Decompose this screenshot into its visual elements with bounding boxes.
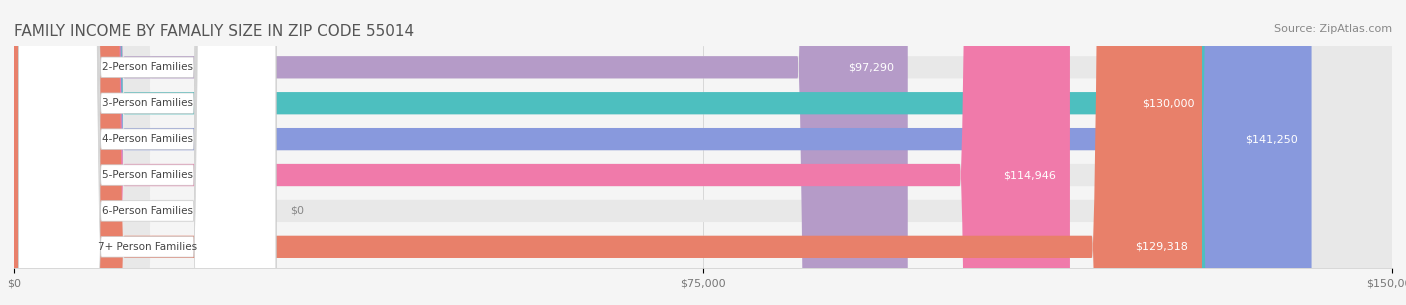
Text: $0: $0 [290,206,304,216]
Text: $130,000: $130,000 [1142,98,1195,108]
Text: 4-Person Families: 4-Person Families [101,134,193,144]
Text: $129,318: $129,318 [1135,242,1188,252]
Text: 5-Person Families: 5-Person Families [101,170,193,180]
FancyBboxPatch shape [14,0,1392,305]
FancyBboxPatch shape [18,0,276,305]
FancyBboxPatch shape [14,0,1392,305]
Text: 3-Person Families: 3-Person Families [101,98,193,108]
FancyBboxPatch shape [14,0,1202,305]
Text: $141,250: $141,250 [1246,134,1298,144]
FancyBboxPatch shape [14,0,1392,305]
Text: 6-Person Families: 6-Person Families [101,206,193,216]
FancyBboxPatch shape [14,0,1312,305]
Text: FAMILY INCOME BY FAMALIY SIZE IN ZIP CODE 55014: FAMILY INCOME BY FAMALIY SIZE IN ZIP COD… [14,24,415,39]
FancyBboxPatch shape [14,0,1392,305]
FancyBboxPatch shape [14,0,1208,305]
Text: 7+ Person Families: 7+ Person Families [97,242,197,252]
FancyBboxPatch shape [14,0,1070,305]
FancyBboxPatch shape [14,0,1392,305]
Text: $97,290: $97,290 [848,62,894,72]
FancyBboxPatch shape [14,0,1392,305]
FancyBboxPatch shape [18,0,276,305]
FancyBboxPatch shape [14,0,908,305]
Text: Source: ZipAtlas.com: Source: ZipAtlas.com [1274,24,1392,34]
FancyBboxPatch shape [18,0,276,305]
FancyBboxPatch shape [18,0,276,305]
FancyBboxPatch shape [18,0,276,305]
Text: 2-Person Families: 2-Person Families [101,62,193,72]
FancyBboxPatch shape [18,0,276,305]
Text: $114,946: $114,946 [1004,170,1056,180]
